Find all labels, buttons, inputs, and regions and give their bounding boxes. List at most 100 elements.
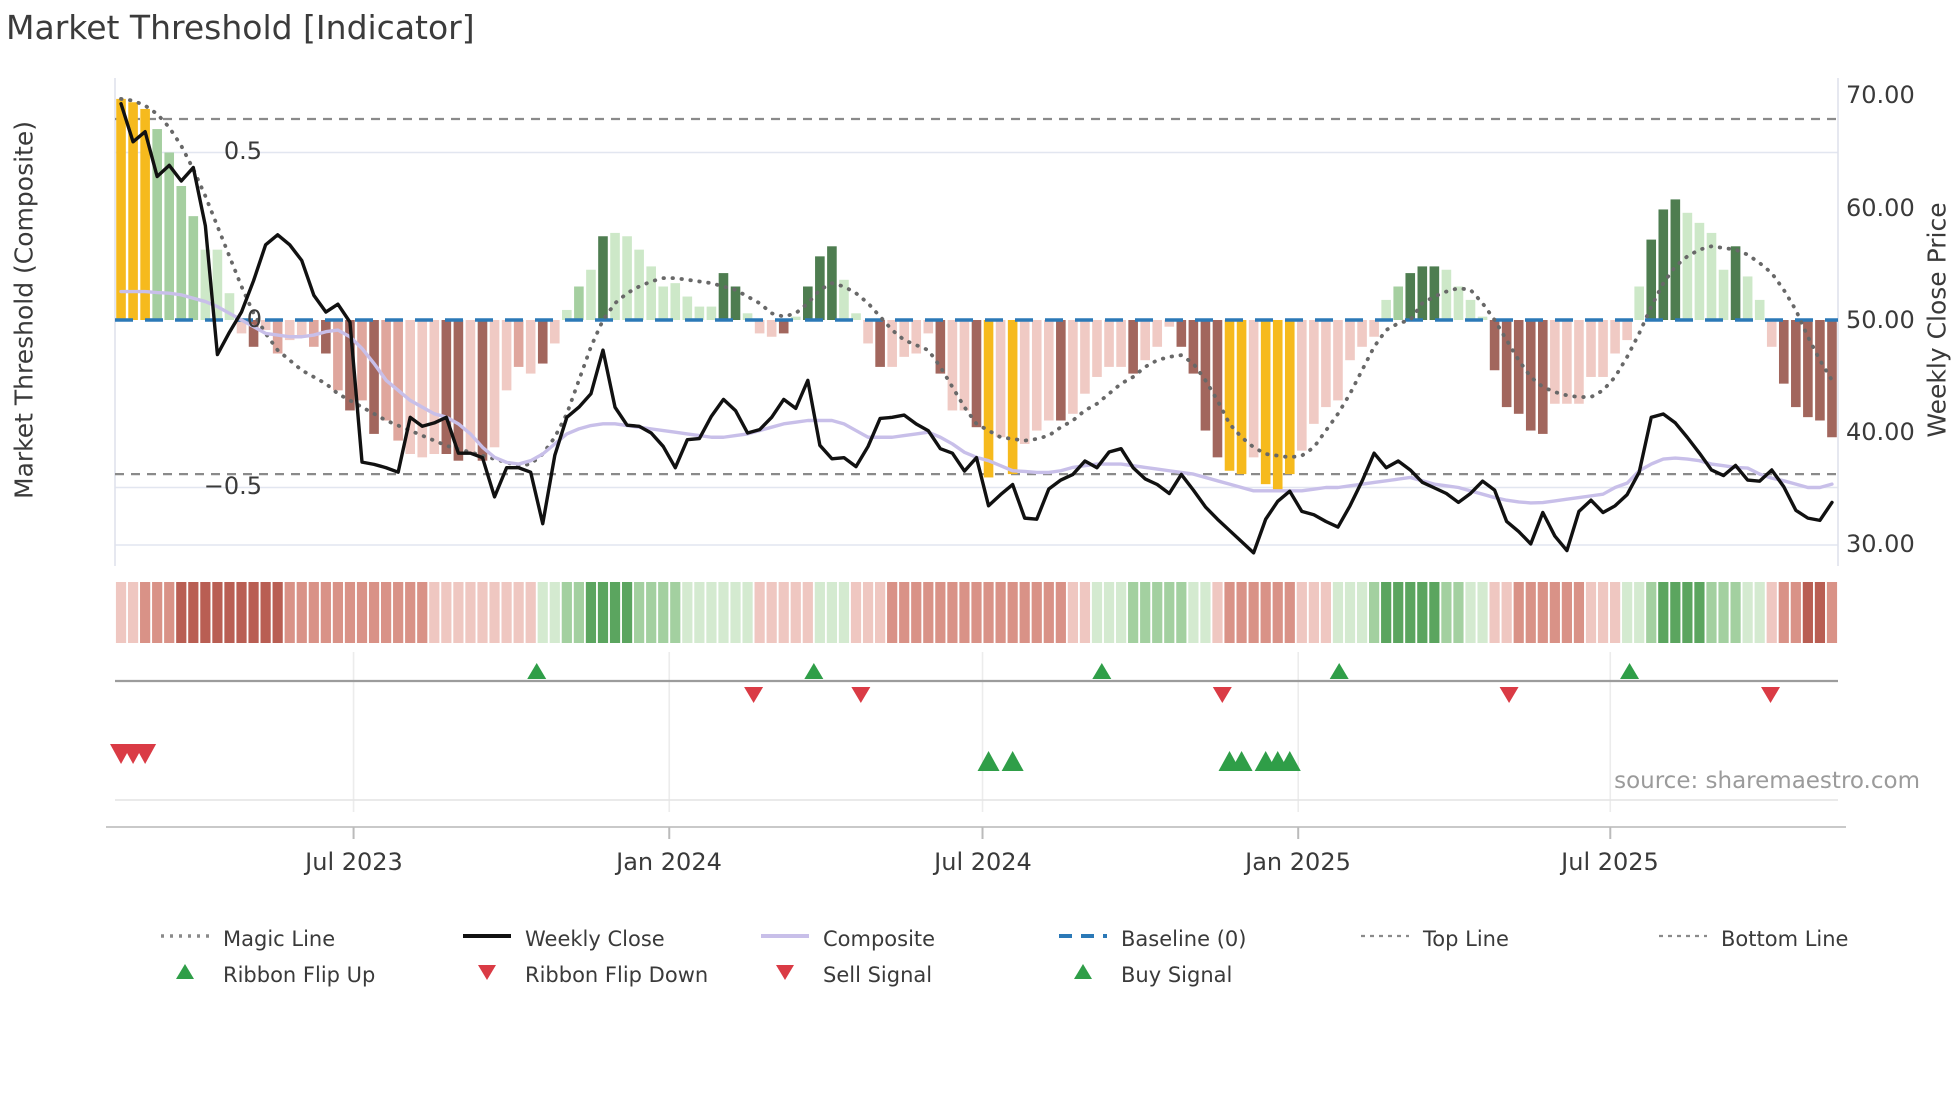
ribbon-cell <box>1634 582 1645 643</box>
threshold-bar <box>1381 299 1391 320</box>
ribbon-cell <box>1067 582 1078 643</box>
ribbon-cell <box>1284 582 1295 643</box>
threshold-bar <box>1176 320 1187 347</box>
threshold-bar <box>983 320 994 478</box>
threshold-bar <box>1525 320 1536 431</box>
ribbon-cell <box>513 582 524 643</box>
ribbon-cell <box>1369 582 1380 643</box>
ribbon-cell <box>766 582 777 643</box>
ribbon-cell <box>1308 582 1319 643</box>
ribbon-cell <box>381 582 392 643</box>
threshold-bar <box>1092 320 1102 377</box>
threshold-bar <box>911 320 922 354</box>
ribbon-cell <box>911 582 922 643</box>
buy-signal-triangle-icon <box>1058 962 1108 987</box>
ribbon-cell <box>489 582 500 643</box>
ribbon-cell <box>1802 582 1813 643</box>
threshold-bar <box>345 320 355 411</box>
legend-label: Top Line <box>1423 926 1509 951</box>
ribbon-flip-up-marker <box>1092 663 1112 679</box>
threshold-bar <box>682 296 693 320</box>
ribbon-cell <box>1260 582 1271 643</box>
ribbon-cell <box>152 582 163 643</box>
x-tick-jan-2024: Jan 2024 <box>616 848 722 876</box>
threshold-bar <box>1610 320 1620 354</box>
threshold-bar <box>694 306 705 320</box>
threshold-bar <box>815 256 825 320</box>
right-axis-label: Weekly Close Price <box>1922 202 1952 438</box>
ribbon-cell <box>1128 582 1139 643</box>
threshold-bar <box>598 236 608 320</box>
ribbon-cell <box>646 582 657 643</box>
threshold-bar <box>1128 320 1138 374</box>
ribbon-cell <box>983 582 994 643</box>
threshold-bar <box>670 283 681 320</box>
ribbon-cell <box>1031 582 1042 643</box>
threshold-bar <box>863 320 873 344</box>
threshold-bar <box>429 320 440 454</box>
threshold-bar <box>935 320 946 374</box>
threshold-bar <box>1634 286 1644 320</box>
ribbon-cell <box>1465 582 1476 643</box>
threshold-bar <box>1260 320 1271 485</box>
threshold-bar <box>321 320 331 354</box>
ribbon-cell <box>1007 582 1018 643</box>
ribbon-cell <box>1103 582 1115 643</box>
threshold-bar <box>1393 286 1404 320</box>
ribbon-cell <box>1055 582 1066 643</box>
ribbon-cell <box>537 582 548 643</box>
page-title: Market Threshold [Indicator] <box>6 8 475 47</box>
ribbon-cell <box>1646 582 1657 643</box>
threshold-bar <box>501 320 512 391</box>
threshold-bar <box>742 313 753 320</box>
threshold-bar <box>489 320 500 448</box>
ribbon-cell <box>1790 582 1801 643</box>
ribbon-cell <box>1212 582 1223 643</box>
threshold-bar <box>1031 320 1042 431</box>
threshold-bar <box>1754 299 1765 320</box>
ribbon-cell <box>1766 582 1777 643</box>
ribbon-cell <box>501 582 512 643</box>
threshold-bar <box>417 320 428 458</box>
ribbon-cell <box>320 582 331 643</box>
ribbon-cell <box>356 582 368 643</box>
ribbon-cell <box>718 582 729 643</box>
threshold-bar <box>116 98 126 321</box>
ribbon-flip-up-marker <box>1620 663 1640 679</box>
threshold-bar <box>1682 212 1693 320</box>
legend-label: Magic Line <box>223 926 336 951</box>
threshold-bar <box>357 320 367 401</box>
threshold-bar <box>1538 320 1548 434</box>
ribbon-cell <box>1356 582 1368 643</box>
ribbon-cell <box>127 582 139 643</box>
threshold-bar <box>1441 269 1452 320</box>
ribbon-cell <box>971 582 982 643</box>
threshold-bar <box>1297 320 1307 451</box>
legend-item-buy-signal: Buy Signal <box>1058 962 1232 987</box>
threshold-bar <box>586 269 596 320</box>
ribbon-cell <box>140 582 151 643</box>
threshold-bar <box>140 108 150 320</box>
threshold-bar <box>465 320 476 454</box>
threshold-bar <box>453 320 464 461</box>
threshold-bar <box>730 286 741 320</box>
threshold-bar <box>839 279 849 320</box>
threshold-bar <box>1513 320 1524 414</box>
x-tick-jul-2023: Jul 2023 <box>305 848 403 876</box>
ribbon-cell <box>549 582 560 643</box>
ribbon-cell <box>1429 582 1440 643</box>
threshold-bar <box>1224 320 1235 471</box>
threshold-bar <box>622 236 632 320</box>
ribbon-cell <box>1079 582 1091 643</box>
ribbon-cell <box>1670 582 1681 643</box>
right-tick-40: 40.00 <box>1846 418 1915 446</box>
ribbon-cell <box>1718 582 1729 643</box>
threshold-bar <box>718 273 729 320</box>
ribbon-cell <box>802 582 813 643</box>
threshold-bar <box>1550 320 1560 404</box>
ribbon-cell <box>838 582 850 643</box>
ribbon-cell <box>1754 582 1765 643</box>
threshold-bar <box>477 320 488 461</box>
